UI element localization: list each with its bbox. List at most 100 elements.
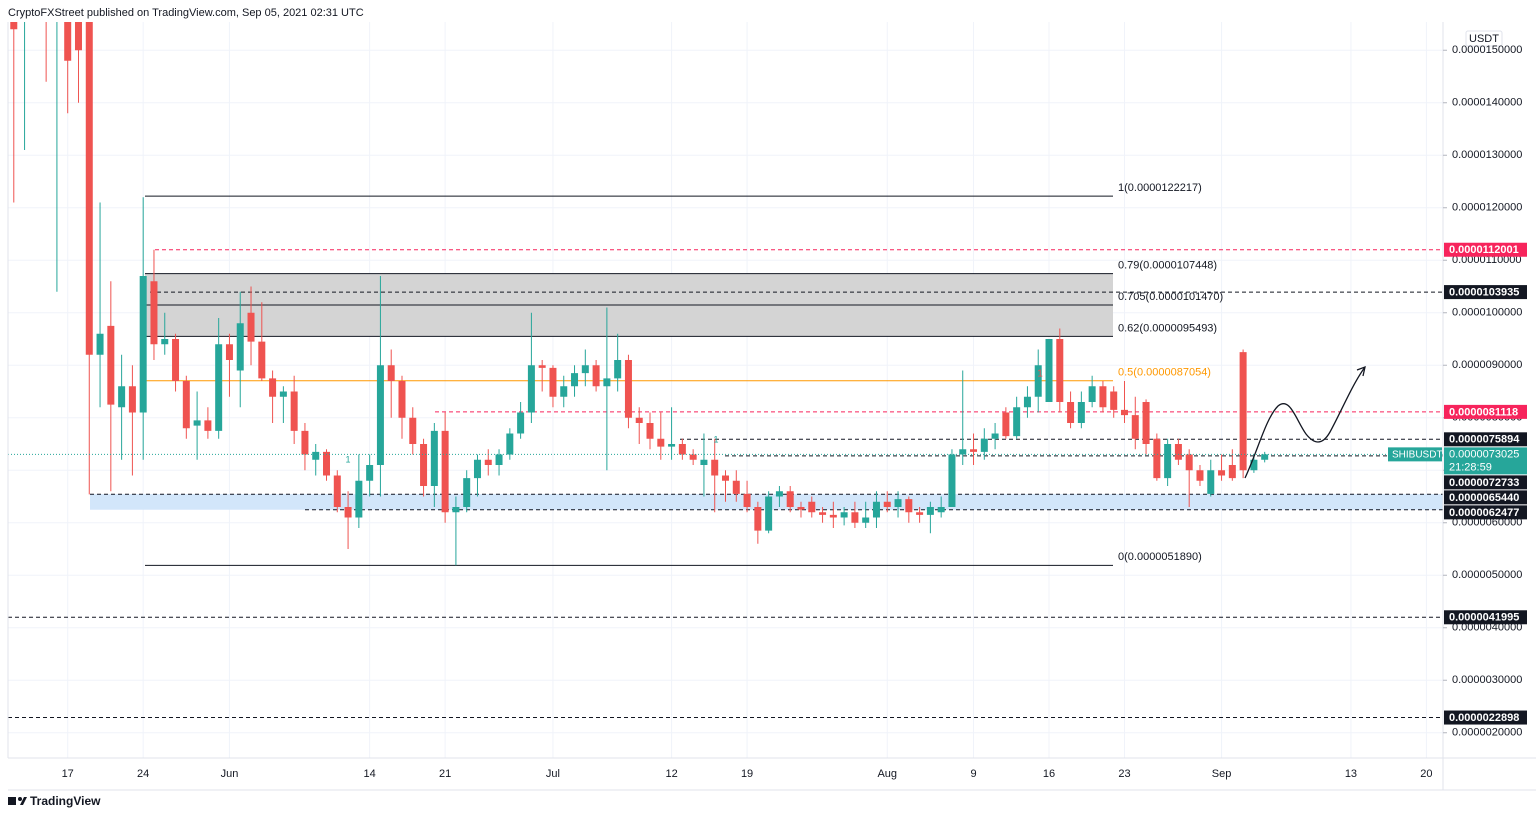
candle-body: [150, 281, 158, 345]
candle-body: [495, 454, 503, 465]
candle-body: [1002, 412, 1010, 437]
candle-body: [1174, 444, 1182, 460]
candle-body: [128, 386, 136, 413]
candle-body: [473, 459, 481, 479]
candle-body: [894, 499, 902, 507]
signal-marker: 1: [345, 454, 350, 464]
candle-body: [689, 454, 697, 460]
level-tag-label: 0.0000065440: [1449, 492, 1519, 504]
y-tick-label: 0.0000150000: [1452, 44, 1522, 56]
candle-body: [247, 312, 255, 342]
y-tick-label: 0.0000130000: [1452, 149, 1522, 161]
candle-body: [883, 501, 891, 507]
level-tag-label: 0.0000041995: [1449, 612, 1519, 624]
x-tick-label: 17: [62, 768, 74, 780]
fib-label: 1(0.0000122217): [1118, 182, 1202, 194]
candle-body: [10, 22, 18, 30]
candle-body: [657, 438, 665, 447]
candle-body: [786, 491, 794, 507]
x-tick-label: 19: [741, 768, 753, 780]
candle-body: [1110, 391, 1118, 410]
x-tick-label: 23: [1118, 768, 1130, 780]
x-tick-label: Jun: [221, 768, 239, 780]
candle-body: [225, 344, 233, 360]
candle-body: [506, 433, 514, 455]
candle-body: [538, 365, 546, 368]
footer-brand: TradingView: [30, 794, 101, 808]
level-tag: [1444, 404, 1527, 419]
candle-body: [1250, 459, 1258, 471]
candle-body: [1013, 407, 1021, 437]
candle-body: [409, 417, 417, 444]
candle-body: [991, 433, 999, 439]
candle-body: [808, 501, 816, 513]
signal-marker: 1: [1037, 369, 1043, 380]
level-tag-label: 0.0000103935: [1449, 286, 1519, 298]
candle-body: [107, 325, 115, 405]
candle-body: [204, 420, 212, 431]
candle-body: [1131, 415, 1139, 439]
fib-label: 0.79(0.0000107448): [1118, 260, 1217, 272]
candle-body: [1218, 470, 1226, 476]
x-tick-label: 14: [364, 768, 376, 780]
candle-body: [603, 378, 611, 387]
candle-body: [635, 417, 643, 423]
x-tick-label: Sep: [1212, 768, 1232, 780]
arrow-head: [1356, 365, 1366, 377]
x-tick-label: 20: [1420, 768, 1432, 780]
candle-body: [1207, 470, 1215, 494]
candle-body: [980, 438, 988, 452]
candle-body: [872, 501, 880, 518]
candle-body: [1142, 402, 1150, 444]
y-tick-label: 0.0000050000: [1452, 569, 1522, 581]
x-tick-label: 12: [665, 768, 677, 780]
footer-logo: [8, 797, 27, 805]
candle-body: [161, 339, 169, 345]
candle-body: [484, 459, 492, 465]
candle-body: [668, 444, 676, 447]
x-tick-label: Aug: [877, 768, 897, 780]
candle-body: [323, 451, 331, 476]
candle-body: [182, 381, 190, 429]
candle-body: [829, 514, 837, 518]
candle-body: [1185, 454, 1193, 471]
y-tick-label: 0.0000110000: [1452, 254, 1522, 266]
candle-body: [937, 507, 945, 513]
candle-body: [765, 496, 773, 531]
projection-arrow: [1244, 366, 1366, 479]
candle-body: [743, 493, 751, 507]
level-tag-label: 0.0000062477: [1449, 507, 1519, 519]
y-tick-label: 0.0000040000: [1452, 622, 1522, 634]
level-tag: [1444, 242, 1527, 257]
candle-body: [344, 507, 352, 518]
candle-body: [1099, 386, 1107, 408]
plot-area: [8, 22, 1443, 758]
unit-box: [1465, 30, 1503, 47]
level-tag: [1444, 285, 1527, 300]
fib-label: 0(0.0000051890): [1118, 551, 1202, 563]
candle-body: [549, 367, 557, 397]
candle-body: [646, 423, 654, 439]
x-tick-label: 13: [1345, 768, 1357, 780]
candle-body: [560, 386, 568, 397]
x-tick-label: 21: [439, 768, 451, 780]
fib-band: [145, 305, 1113, 337]
candle-body: [732, 480, 740, 494]
candle-body: [420, 444, 428, 486]
symbol-tag: [1388, 447, 1442, 462]
candle-body: [571, 373, 579, 387]
y-tick-label: 0.0000060000: [1452, 517, 1522, 529]
logo-shape: [20, 797, 27, 805]
candle-body: [1077, 402, 1085, 423]
candle-body: [948, 454, 956, 507]
level-tag: [1444, 432, 1527, 447]
level-tag-label: 0.0000112001: [1449, 244, 1519, 256]
candle-body: [916, 512, 924, 515]
candle-body: [355, 480, 363, 518]
candle-body: [700, 459, 708, 465]
level-tag: [1444, 610, 1527, 625]
candle-body: [236, 323, 244, 371]
candle-body: [1228, 465, 1236, 479]
